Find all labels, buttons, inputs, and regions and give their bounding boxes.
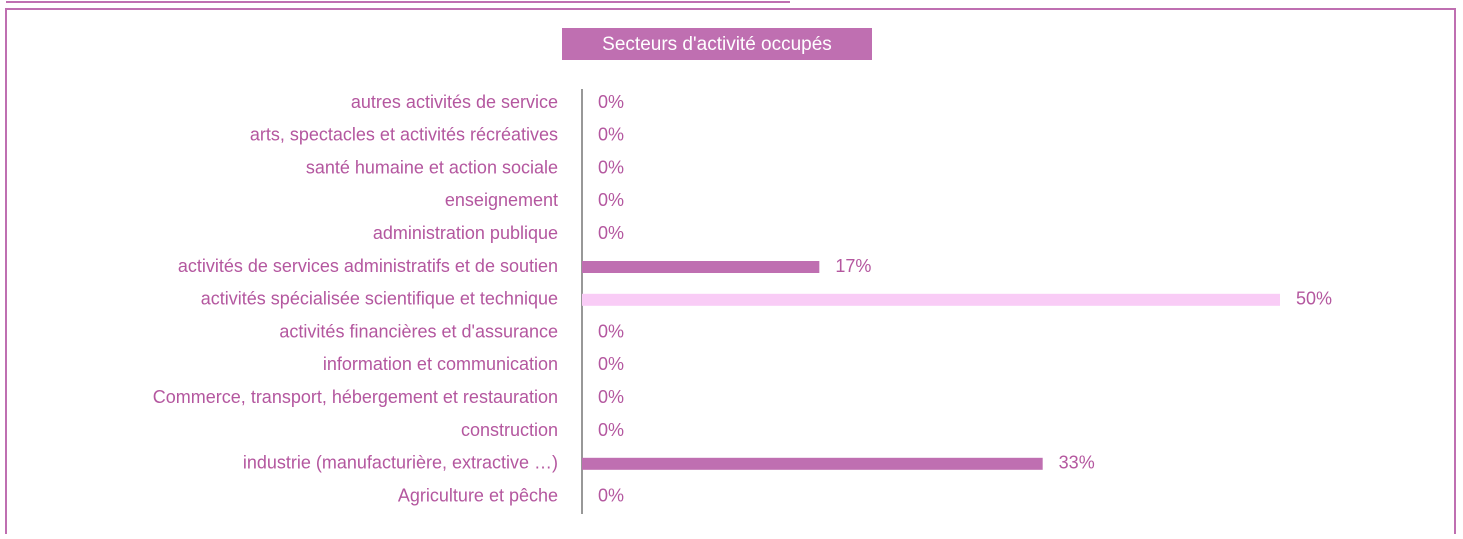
bar [582, 457, 1043, 470]
value-label: 17% [835, 256, 871, 276]
value-label: 0% [598, 354, 624, 374]
category-label: industrie (manufacturière, extractive …) [243, 453, 558, 473]
bar [582, 293, 1280, 306]
frame [5, 8, 1456, 539]
category-label: Commerce, transport, hébergement et rest… [153, 387, 558, 407]
value-label: 0% [598, 387, 624, 407]
category-label: arts, spectacles et activités récréative… [250, 125, 558, 145]
value-label: 0% [598, 223, 624, 243]
chart-title: Secteurs d'activité occupés [602, 34, 832, 55]
category-label: santé humaine et action sociale [306, 157, 558, 177]
category-label: administration publique [373, 223, 558, 243]
value-label: 0% [598, 92, 624, 112]
category-label: activités financières et d'assurance [279, 321, 558, 341]
value-label: 0% [598, 190, 624, 210]
value-label: 0% [598, 157, 624, 177]
value-label: 0% [598, 485, 624, 505]
value-label: 33% [1059, 453, 1095, 473]
category-label: information et communication [323, 354, 558, 374]
value-label: 50% [1296, 289, 1332, 309]
category-label: activités de services administratifs et … [178, 256, 558, 276]
category-label: activités spécialisée scientifique et te… [201, 289, 558, 309]
title-box [562, 28, 872, 60]
value-label: 0% [598, 125, 624, 145]
category-label: autres activités de service [351, 92, 558, 112]
category-label: Agriculture et pêche [398, 485, 558, 505]
value-label: 0% [598, 321, 624, 341]
category-label: construction [461, 420, 558, 440]
bar [582, 261, 820, 273]
category-label: enseignement [445, 190, 558, 210]
value-label: 0% [598, 420, 624, 440]
